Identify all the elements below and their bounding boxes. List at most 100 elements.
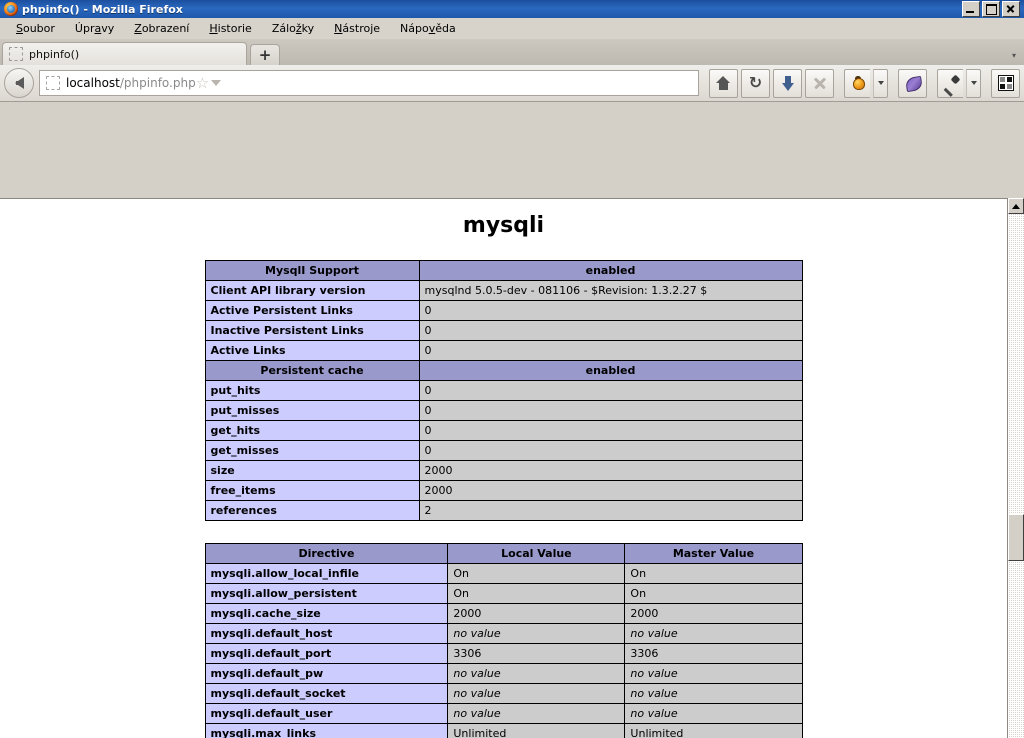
local-value: 3306 [447, 643, 626, 664]
row-label: Active Links [204, 340, 420, 361]
table-row: mysqli.max_links Unlimited Unlimited [204, 723, 803, 738]
scroll-up-button[interactable] [1008, 198, 1024, 214]
row-label: Active Persistent Links [204, 300, 420, 321]
directive-name: mysqli.allow_local_infile [204, 563, 449, 584]
scrollbar-thumb[interactable] [1008, 514, 1024, 561]
back-button[interactable] [4, 68, 34, 98]
menu-item-napoveda[interactable]: Nápověda [400, 22, 456, 35]
url-text: localhost/phpinfo.php [66, 76, 196, 90]
row-label: free_items [204, 480, 420, 501]
eyedropper-button[interactable] [937, 68, 963, 98]
row-value: mysqlnd 5.0.5-dev - 081106 - $Revision: … [418, 280, 803, 301]
stop-icon [813, 76, 827, 90]
table-row: get_hits 0 [204, 420, 803, 441]
window-titlebar[interactable]: phpinfo() - Mozilla Firefox [0, 0, 1024, 18]
reload-button[interactable]: ↻ [741, 68, 770, 98]
vertical-scrollbar[interactable] [1007, 198, 1024, 738]
table-row: Client API library version mysqlnd 5.0.5… [204, 280, 803, 301]
local-value: On [447, 583, 626, 604]
table-row: put_misses 0 [204, 400, 803, 421]
grid-icon [997, 75, 1014, 91]
close-button[interactable] [1002, 1, 1020, 17]
stop-button[interactable] [805, 68, 834, 98]
directive-name: mysqli.allow_persistent [204, 583, 449, 604]
tab-list-chevron-down-icon[interactable]: ▾ [1011, 51, 1016, 60]
home-button[interactable] [709, 68, 738, 98]
table-row: size 2000 [204, 460, 803, 481]
row-value: 2000 [418, 460, 803, 481]
firebug-icon [850, 76, 866, 90]
bookmark-star-group[interactable]: ☆ [195, 73, 223, 92]
navigation-toolbar: localhost/phpinfo.php ☆ ↻ [0, 65, 1024, 102]
column-header-master-value: Master Value [624, 543, 803, 564]
mysqli-support-body: MysqlI Support enabled Client API librar… [204, 260, 803, 521]
table-row: put_hits 0 [204, 380, 803, 401]
mysqli-support-header-right: enabled [418, 260, 803, 281]
local-value: no value [447, 683, 626, 704]
url-path: /phpinfo.php [119, 76, 196, 90]
menu-item-soubor[interactable]: Soubor [16, 22, 55, 35]
mysqli-directives-table: Directive Local Value Master Value mysql… [204, 543, 803, 738]
download-button[interactable] [773, 68, 802, 98]
directive-name: mysqli.default_user [204, 703, 449, 724]
menu-label-soubor-rest: oubor [22, 22, 55, 35]
scrollbar-corner [1007, 181, 1024, 198]
menu-item-zalozky[interactable]: Záložky [271, 22, 315, 35]
table-row: mysqli.cache_size 2000 2000 [204, 603, 803, 624]
scrollbar-track[interactable] [1008, 214, 1024, 738]
row-value: 0 [418, 440, 803, 461]
page-content: mysqli MysqlI Support enabled Client API… [0, 198, 1007, 738]
tab-strip: phpinfo() + ▾ [0, 40, 1024, 65]
menu-item-upravy[interactable]: Úpravy [74, 22, 115, 35]
local-value: no value [447, 703, 626, 724]
page-title: mysqli [462, 213, 545, 238]
chevron-down-icon[interactable] [211, 80, 222, 86]
table-header-row: Directive Local Value Master Value [204, 543, 803, 564]
table-row: Active Persistent Links 0 [204, 300, 803, 321]
column-header-local-value: Local Value [447, 543, 626, 564]
table-row: mysqli.default_pw no value no value [204, 663, 803, 684]
minimize-button[interactable] [962, 1, 980, 17]
url-host: localhost [66, 76, 120, 90]
row-value: 0 [418, 300, 803, 321]
reload-icon: ↻ [748, 73, 763, 92]
persistent-cache-header-left: Persistent cache [204, 360, 420, 381]
menu-item-historie[interactable]: Historie [209, 22, 252, 35]
star-icon[interactable]: ☆ [195, 73, 210, 92]
row-value: 0 [418, 340, 803, 361]
chevron-down-icon [877, 81, 884, 85]
master-value: no value [624, 703, 803, 724]
url-bar[interactable]: localhost/phpinfo.php ☆ [39, 70, 699, 96]
maximize-button[interactable] [982, 1, 1000, 17]
layout-grid-button[interactable] [991, 68, 1020, 98]
new-tab-button[interactable]: + [250, 44, 280, 65]
home-icon [716, 76, 731, 90]
master-value: 3306 [624, 643, 803, 664]
row-label: put_misses [204, 400, 420, 421]
table-header-row: MysqlI Support enabled [204, 260, 803, 281]
table-row: free_items 2000 [204, 480, 803, 501]
chevron-down-icon [970, 81, 977, 85]
table-row: mysqli.default_user no value no value [204, 703, 803, 724]
local-value: 2000 [447, 603, 626, 624]
menu-item-nastroje[interactable]: Nástroje [334, 22, 381, 35]
tab-phpinfo[interactable]: phpinfo() [2, 42, 247, 65]
table-row: get_misses 0 [204, 440, 803, 461]
row-label: get_hits [204, 420, 420, 441]
table-row: mysqli.default_port 3306 3306 [204, 643, 803, 664]
colorzilla-button[interactable] [898, 68, 927, 98]
mysqli-support-table: MysqlI Support enabled Client API librar… [204, 260, 803, 521]
firebug-dropdown-button[interactable] [873, 68, 888, 98]
firebug-button[interactable] [844, 68, 870, 98]
url-favicon-icon [46, 76, 60, 90]
row-value: 2 [418, 500, 803, 521]
table-row: Inactive Persistent Links 0 [204, 320, 803, 341]
master-value: no value [624, 623, 803, 644]
menu-item-zobrazeni[interactable]: Zobrazení [134, 22, 190, 35]
mysqli-directives-body: Directive Local Value Master Value mysql… [204, 543, 803, 738]
back-arrow-icon [14, 77, 24, 89]
row-label: size [204, 460, 420, 481]
table-row: Active Links 0 [204, 340, 803, 361]
firefox-logo-icon [3, 1, 19, 17]
eyedropper-dropdown-button[interactable] [966, 68, 981, 98]
